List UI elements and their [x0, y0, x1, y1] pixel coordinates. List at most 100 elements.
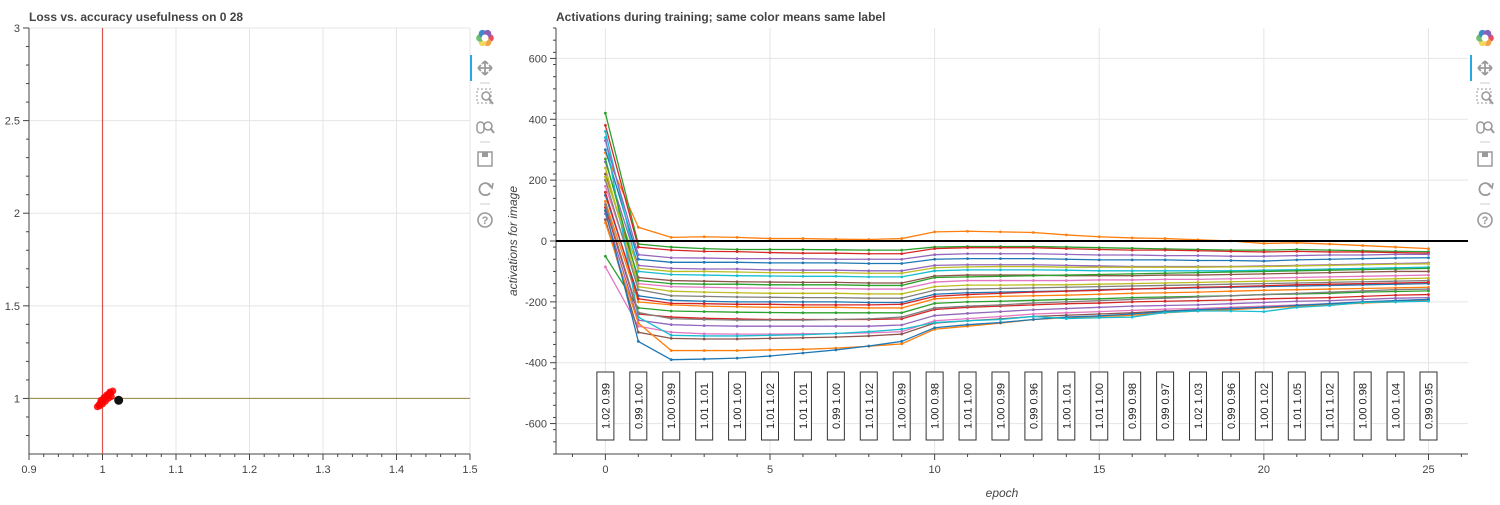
series-point — [801, 311, 805, 315]
series-point — [966, 279, 969, 282]
series-point — [900, 296, 904, 300]
save-icon[interactable] — [473, 146, 497, 172]
series-point — [1229, 265, 1233, 269]
reset-icon[interactable] — [473, 176, 497, 202]
series-point — [702, 349, 706, 352]
series-line — [604, 213, 1429, 327]
series-point — [1295, 258, 1299, 262]
series-point — [669, 336, 673, 340]
series-point — [834, 305, 838, 309]
help-glyph: ? — [1482, 215, 1489, 227]
series-point — [801, 333, 805, 337]
series-point — [900, 271, 904, 275]
series-point — [999, 252, 1002, 256]
box-zoom-icon[interactable] — [473, 84, 497, 110]
annotation-label: 1.01 1.02 — [765, 383, 777, 429]
annotation-frame — [1254, 371, 1273, 441]
series-point — [768, 291, 772, 295]
series-point — [834, 261, 838, 265]
wheel-zoom-icon[interactable] — [1473, 114, 1497, 140]
series-point — [1295, 305, 1299, 309]
series-point — [1064, 311, 1068, 315]
series-point — [735, 260, 739, 264]
series-point — [801, 318, 805, 322]
series-point — [669, 270, 673, 273]
help-icon[interactable]: ? — [1473, 207, 1497, 233]
reset-icon[interactable] — [1473, 176, 1497, 202]
series-point — [1097, 316, 1101, 320]
annotation-box: 1.01 1.02 — [1320, 371, 1339, 441]
scatter-point — [109, 387, 117, 395]
series-point — [966, 295, 969, 299]
series-point — [1328, 299, 1332, 303]
series-point — [603, 221, 607, 225]
series-point — [1394, 296, 1397, 300]
series-point — [669, 333, 673, 337]
series-point — [867, 284, 871, 287]
series-point — [1229, 249, 1233, 253]
series-point — [1064, 273, 1068, 277]
series-point — [1361, 301, 1365, 304]
series-line — [604, 176, 1429, 274]
series-point — [933, 263, 937, 267]
wheel-zoom-icon[interactable] — [473, 114, 497, 140]
series-point — [1262, 276, 1266, 280]
annotation-box: 1.00 1.04 — [1386, 371, 1405, 441]
series-line — [604, 173, 1429, 284]
series-point — [603, 111, 607, 115]
help-icon[interactable]: ? — [473, 207, 497, 233]
series-point — [834, 318, 838, 321]
series-point — [735, 310, 739, 314]
series-line — [604, 149, 1429, 265]
series-point — [768, 318, 772, 322]
series-point — [1361, 274, 1365, 278]
series-point — [1064, 265, 1068, 269]
series-point — [867, 317, 871, 321]
series-point — [1229, 298, 1233, 302]
y-axis-label: activations for image — [506, 186, 520, 296]
box-zoom-handle — [1488, 98, 1494, 105]
pan-icon[interactable] — [1470, 55, 1497, 81]
annotation-label: 1.01 1.01 — [699, 383, 711, 429]
series-point — [900, 323, 904, 327]
series-point — [1394, 262, 1397, 266]
box-zoom-icon[interactable] — [1473, 84, 1497, 110]
annotation-frame — [1123, 371, 1142, 441]
annotation-label: 0.99 0.97 — [1160, 383, 1172, 429]
pan-icon[interactable] — [470, 55, 497, 81]
annotation-label: 1.00 0.99 — [897, 383, 909, 429]
series-point — [1262, 301, 1266, 304]
save-icon[interactable] — [1473, 146, 1497, 172]
series-point — [801, 268, 805, 272]
annotation-frame — [1419, 371, 1438, 441]
series-point — [1427, 252, 1430, 256]
annotation-box: 0.99 0.97 — [1156, 371, 1175, 441]
series-point — [1032, 252, 1035, 256]
annotation-label: 1.01 1.01 — [798, 383, 810, 429]
series-line — [604, 204, 1429, 321]
series-point — [702, 299, 706, 303]
annotation-frame — [991, 371, 1010, 441]
series-point — [900, 292, 904, 296]
series-point — [735, 280, 739, 284]
series-point — [801, 303, 805, 307]
series-point — [1130, 282, 1134, 285]
series-point — [669, 330, 673, 334]
series-point — [768, 300, 772, 304]
series-point — [900, 315, 904, 319]
series-point — [867, 306, 871, 310]
series-point — [603, 175, 607, 179]
series-point — [900, 252, 904, 256]
series-point — [1295, 269, 1299, 273]
series-point — [867, 257, 871, 261]
series-point — [1427, 273, 1430, 277]
series-point — [1097, 235, 1101, 239]
series-point — [1130, 269, 1134, 273]
series-point — [1163, 296, 1167, 300]
box-zoom-lens — [481, 91, 491, 101]
annotation-frame — [1287, 371, 1306, 441]
series-point — [1427, 266, 1430, 270]
series-point — [1361, 268, 1365, 272]
annotation-label: 1.00 1.01 — [1061, 383, 1073, 429]
x-tick-label: 15 — [1093, 464, 1105, 476]
